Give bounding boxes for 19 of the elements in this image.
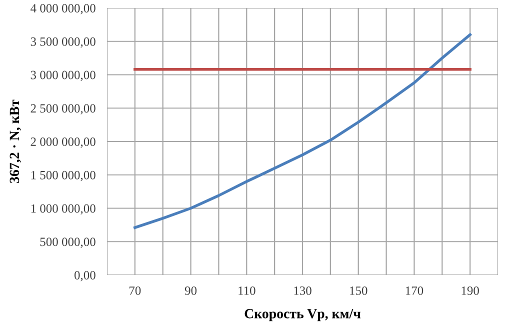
- y-tick-label: 500 000,00: [40, 238, 96, 248]
- x-tick-label: 190: [462, 286, 479, 295]
- x-axis-title: Скорость Vp, км/ч: [244, 309, 361, 322]
- y-tick-label: 2 000 000,00: [30, 138, 96, 148]
- y-axis-title: 367,2 · N, кВт: [10, 100, 22, 183]
- line-series: [134, 33, 472, 229]
- y-tick-label: 2 500 000,00: [30, 104, 96, 114]
- x-tick-label: 130: [294, 286, 312, 295]
- y-tick-label: 1 500 000,00: [31, 170, 96, 182]
- y-tick-label: 1 000 000,00: [31, 204, 96, 215]
- y-tick-label: 3 000 000,00: [30, 70, 96, 82]
- x-tick-label: 150: [350, 286, 368, 295]
- x-tick-label: 170: [406, 286, 424, 295]
- y-tick-label: 3 500 000,00: [30, 37, 96, 48]
- y-tick-label: 4 000 000,00: [30, 4, 96, 14]
- x-tick-label: 70: [130, 286, 141, 295]
- x-tick-label: 110: [238, 286, 256, 295]
- y-tick-label: 0,00: [74, 271, 96, 282]
- x-tick-label: 90: [184, 286, 197, 295]
